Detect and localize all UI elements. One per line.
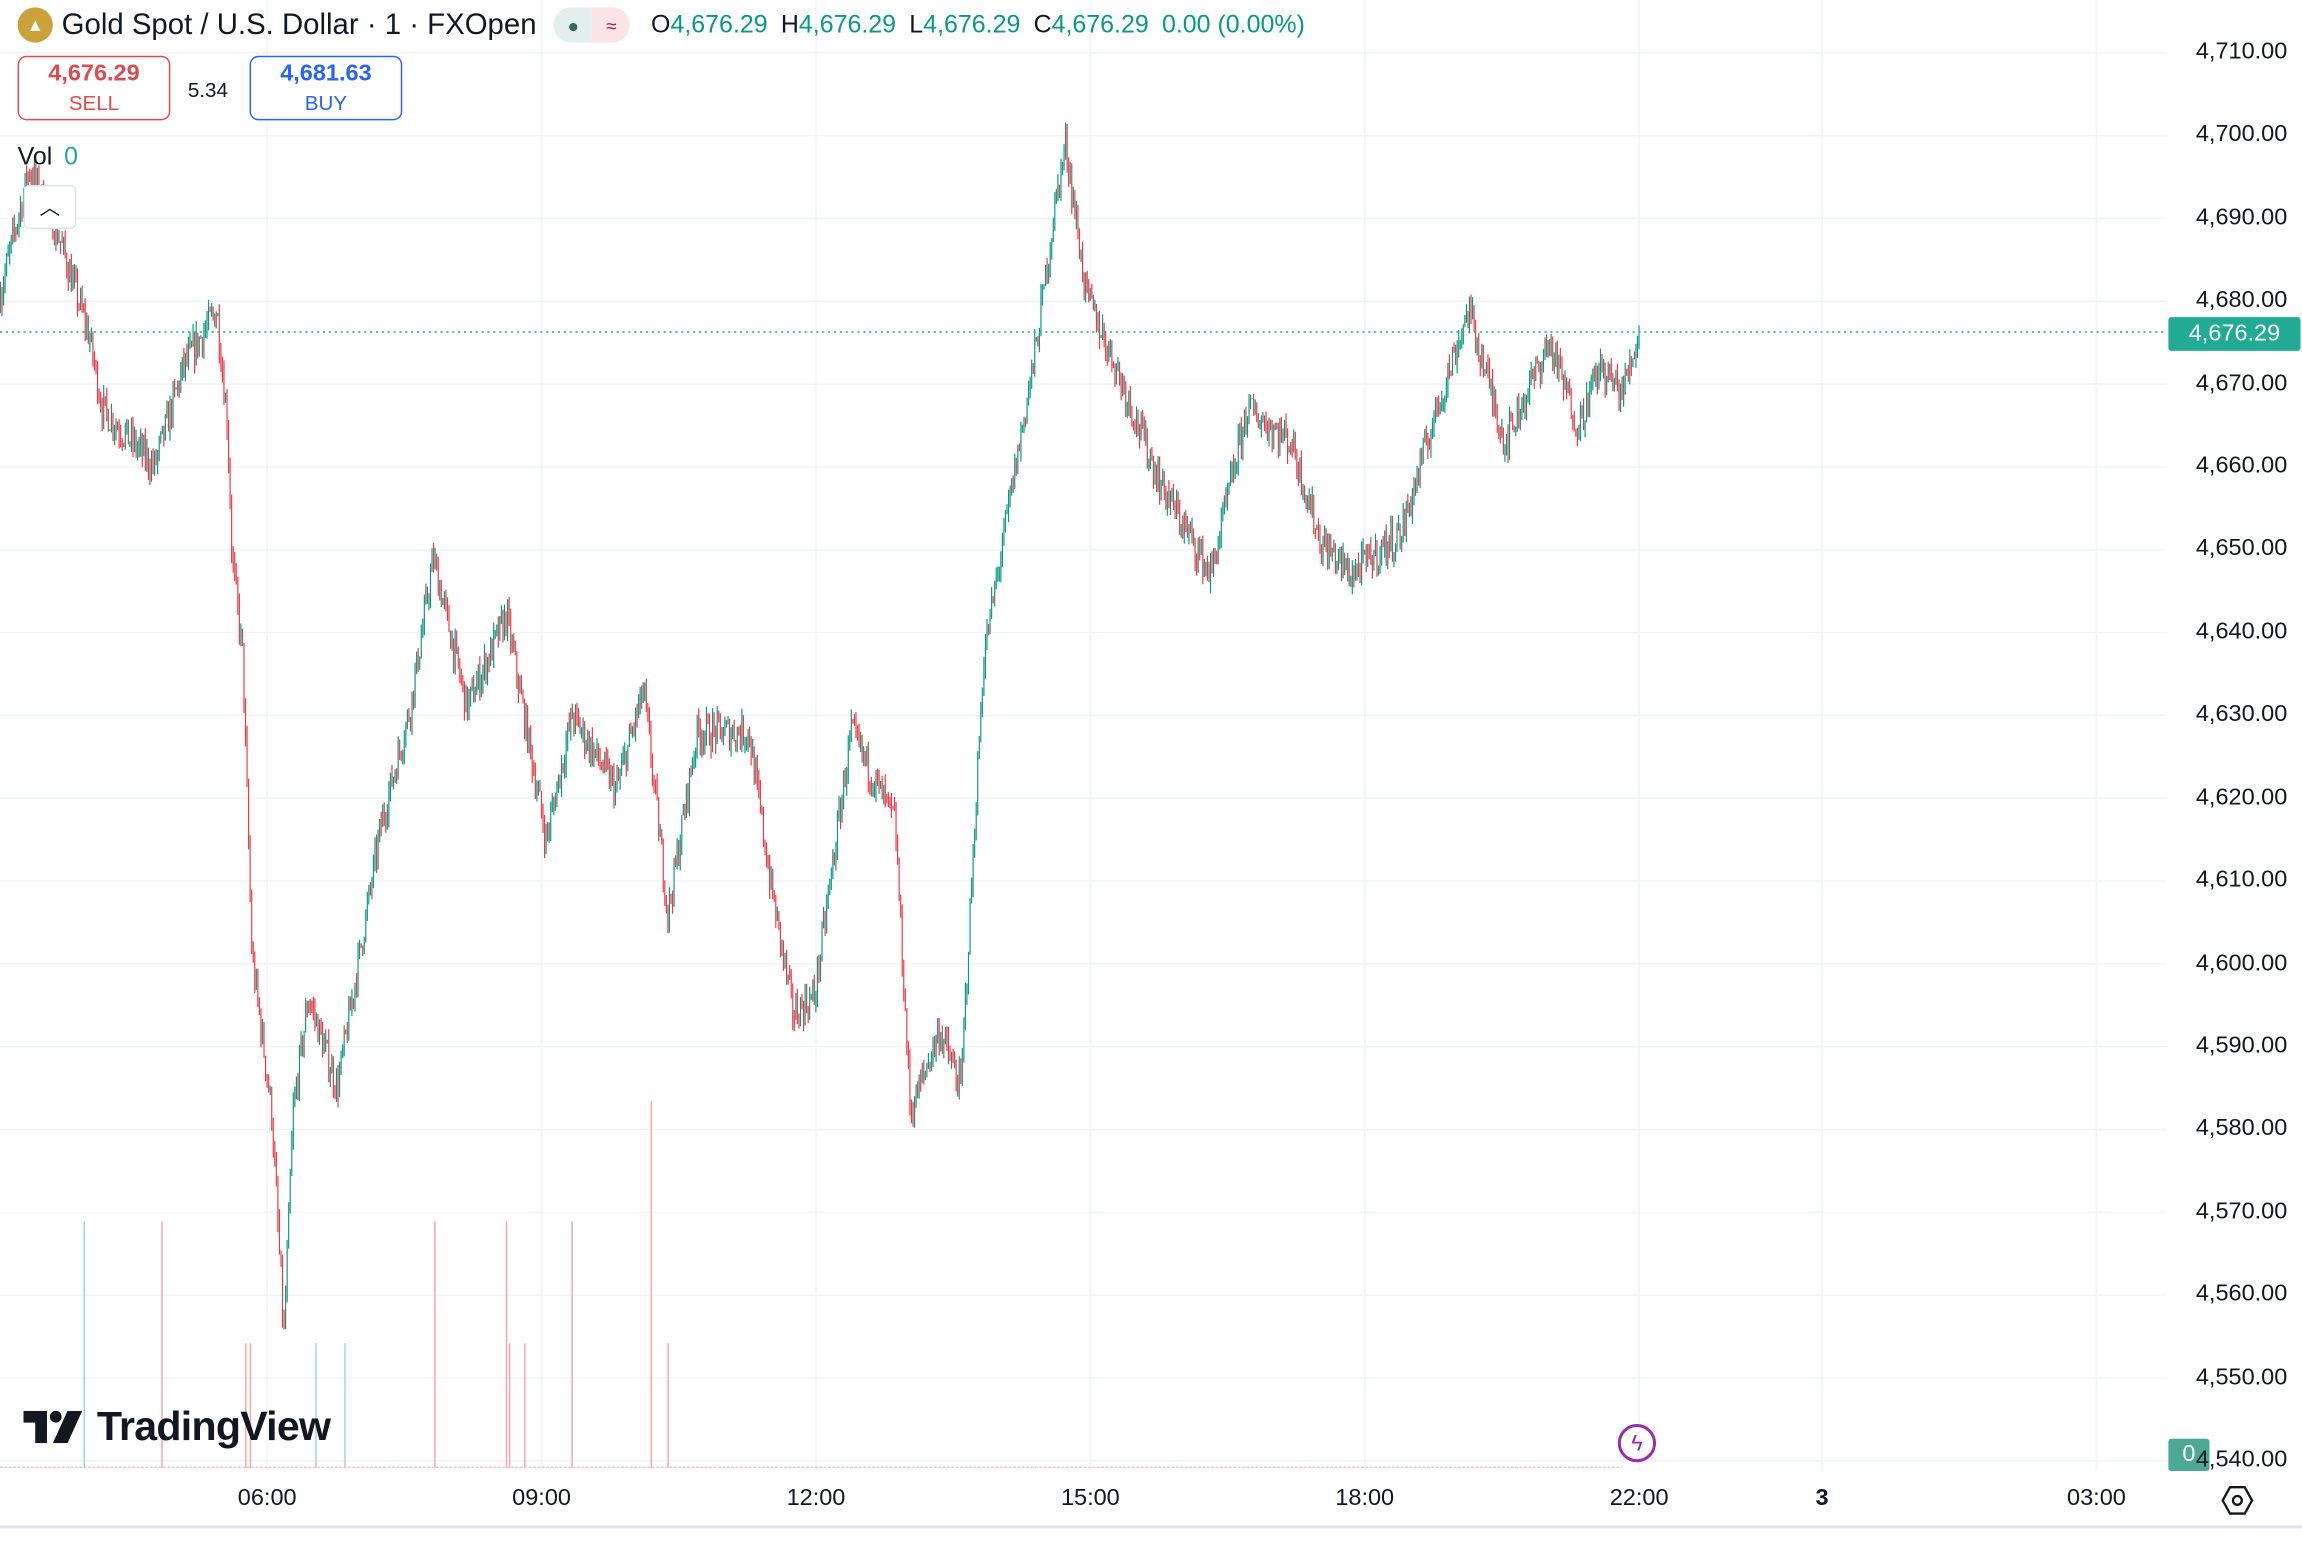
price-tick-label: 4,600.00: [2195, 950, 2288, 976]
time-tick-label: 22:00: [1609, 1485, 1669, 1511]
data-delay-icon: ≈: [592, 7, 631, 43]
price-tick-label: 4,540.00: [2195, 1447, 2288, 1473]
volume-value: 0: [64, 142, 78, 171]
status-pill[interactable]: ● ≈: [554, 7, 631, 43]
market-open-dot-icon: ●: [554, 7, 593, 43]
spread-value: 5.34: [187, 77, 228, 102]
settings-icon[interactable]: [2220, 1483, 2255, 1518]
high-label: H: [780, 10, 799, 39]
legend-header: ▲ Gold Spot / U.S. Dollar · 1 · FXOpen ●…: [17, 6, 1305, 44]
current-price-tag: 4,676.29: [2168, 317, 2301, 351]
sell-price: 4,676.29: [48, 61, 140, 87]
tradingview-logo[interactable]: TradingView: [23, 1403, 331, 1451]
sell-label: SELL: [68, 91, 120, 115]
time-tick-label: 12:00: [786, 1485, 846, 1511]
price-tick-label: 4,620.00: [2195, 784, 2288, 810]
close-value: 4,676.29: [1051, 10, 1149, 39]
brand-name: TradingView: [96, 1403, 331, 1450]
buy-button[interactable]: 4,681.63 BUY: [249, 55, 403, 121]
low-label: L: [909, 10, 924, 39]
price-tick-label: 4,640.00: [2195, 619, 2288, 645]
collapse-legend-button[interactable]: ︿: [23, 184, 77, 230]
time-tick-label: 06:00: [237, 1485, 297, 1511]
open-label: O: [651, 10, 671, 39]
time-tick-label: 3: [1815, 1485, 1829, 1511]
change-value: 0.00 (0.00%): [1161, 10, 1305, 39]
buy-label: BUY: [304, 91, 348, 115]
chevron-up-icon: ︿: [39, 195, 61, 219]
volume-label: Vol: [17, 142, 53, 171]
gold-bars-icon: ▲: [17, 7, 53, 43]
low-value: 4,676.29: [923, 10, 1021, 39]
time-tick-label: 18:00: [1335, 1485, 1395, 1511]
price-tick-label: 4,700.00: [2195, 122, 2288, 148]
time-tick-label: 15:00: [1060, 1485, 1120, 1511]
close-label: C: [1033, 10, 1052, 39]
price-tick-label: 4,550.00: [2195, 1364, 2288, 1390]
time-tick-label: 09:00: [512, 1485, 571, 1511]
buy-price: 4,681.63: [280, 61, 372, 87]
symbol-title[interactable]: Gold Spot / U.S. Dollar · 1 · FXOpen: [61, 8, 537, 41]
price-tick-label: 4,710.00: [2195, 39, 2288, 65]
price-tick-label: 4,630.00: [2195, 702, 2288, 728]
price-tick-label: 4,610.00: [2195, 867, 2288, 893]
price-tick-label: 4,680.00: [2195, 288, 2288, 314]
volume-bars: [0, 1101, 1623, 1469]
high-value: 4,676.29: [798, 10, 897, 39]
price-tick-label: 4,660.00: [2195, 453, 2288, 479]
tradingview-logo-icon: [23, 1410, 83, 1444]
time-tick-label: 03:00: [2067, 1485, 2126, 1511]
price-tick-label: 4,590.00: [2195, 1033, 2288, 1059]
sell-button[interactable]: 4,676.29 SELL: [17, 55, 171, 121]
price-tick-label: 4,650.00: [2195, 536, 2288, 562]
price-tick-label: 4,560.00: [2195, 1281, 2288, 1307]
candles: [0, 122, 1640, 1330]
open-value: 4,676.29: [670, 10, 768, 39]
price-tick-label: 4,690.00: [2195, 205, 2288, 231]
ohlc-values: O4,676.29 H4,676.29 L4,676.29 C4,676.29 …: [651, 10, 1305, 39]
price-tick-label: 4,580.00: [2195, 1116, 2288, 1142]
price-tick-label: 4,570.00: [2195, 1199, 2288, 1225]
grid: [0, 0, 2167, 1472]
price-tick-label: 4,670.00: [2195, 370, 2288, 396]
volume-legend: Vol 0: [18, 142, 78, 171]
lightning-icon[interactable]: ϟ: [1617, 1424, 1657, 1463]
volume-tag: 0: [2168, 1438, 2210, 1472]
